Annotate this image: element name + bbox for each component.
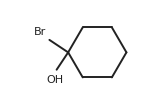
- Text: OH: OH: [47, 75, 64, 85]
- Text: Br: Br: [34, 27, 46, 38]
